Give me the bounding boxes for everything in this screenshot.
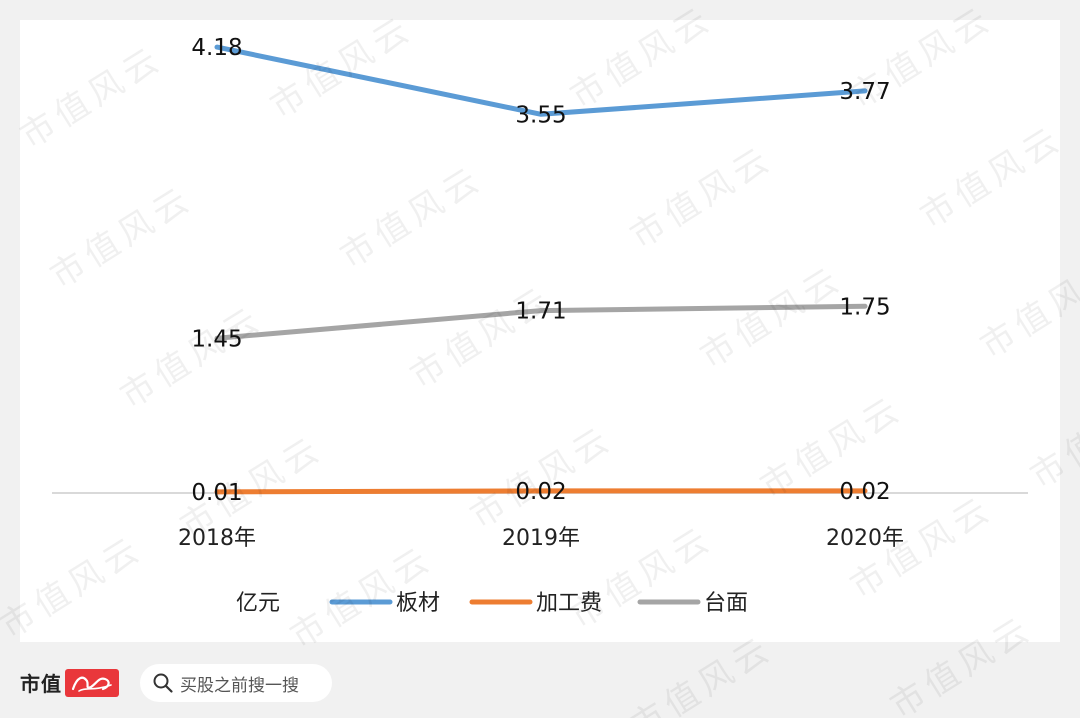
legend-label: 台面 [704,591,748,616]
legend-label: 加工费 [536,591,602,616]
x-tick-label: 2018年 [178,526,256,551]
data-label: 4.18 [191,35,242,61]
chart-card [20,20,1060,642]
series-line-2 [214,488,868,495]
data-label: 3.77 [839,79,890,105]
data-label: 1.75 [839,294,890,320]
footer-bar: 市值 买股之前搜一搜 [0,650,1080,718]
data-label: 1.45 [191,326,242,352]
data-label: 1.71 [515,299,566,325]
brand-badge-icon [65,668,119,697]
series-line-1 [214,44,868,117]
brand-logo[interactable]: 市值 [20,668,119,697]
legend-label: 板材 [396,591,440,616]
legend-unit-label: 亿元 [236,591,280,616]
search-icon [153,673,173,693]
data-label: 0.02 [839,479,890,505]
x-tick-label: 2019年 [502,526,580,551]
data-label: 0.02 [515,479,566,505]
data-label: 0.01 [191,480,242,506]
search-placeholder: 买股之前搜一搜 [180,675,299,696]
x-tick-label: 2020年 [826,526,904,551]
brand-name: 市值 [20,672,62,696]
data-label: 3.55 [515,102,566,128]
search-box[interactable]: 买股之前搜一搜 [140,664,332,702]
series-line-3 [214,303,868,341]
